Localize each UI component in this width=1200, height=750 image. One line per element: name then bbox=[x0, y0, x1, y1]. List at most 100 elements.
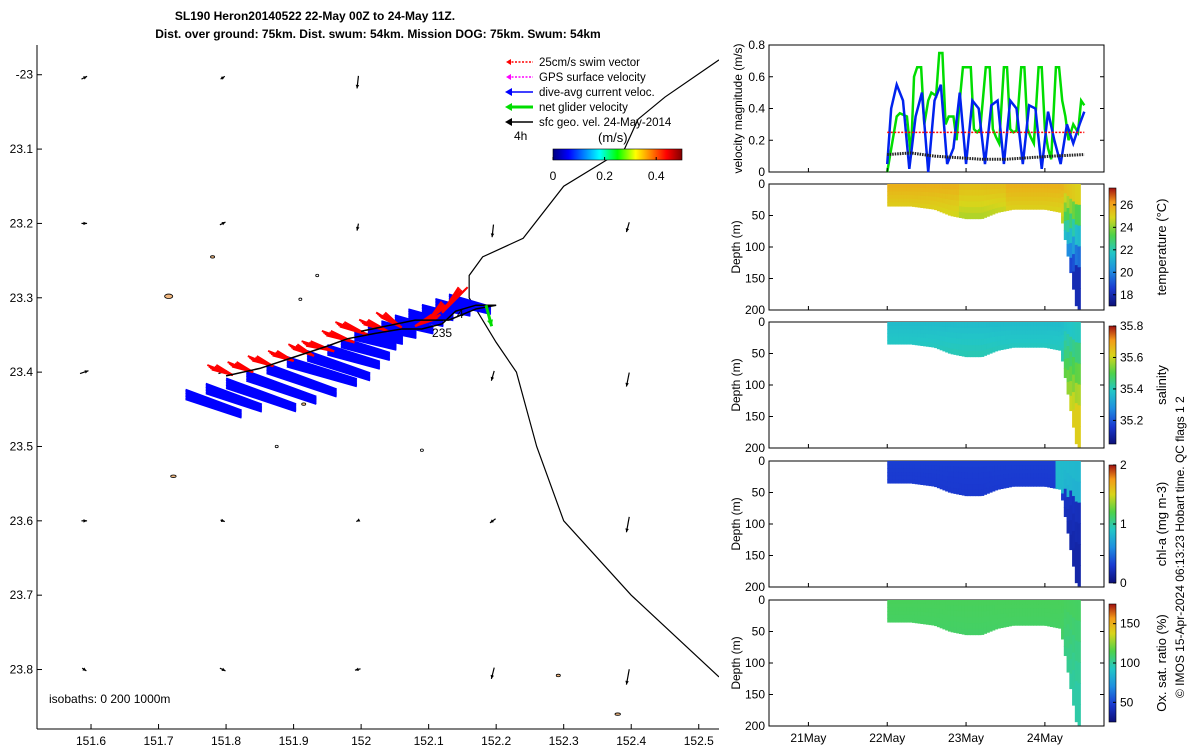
temperature-cell bbox=[889, 198, 894, 203]
oxygen-cell bbox=[981, 622, 985, 630]
chla-cell bbox=[920, 468, 924, 474]
current-vector bbox=[185, 398, 242, 419]
salinity-cell bbox=[925, 342, 930, 347]
current-vector bbox=[381, 321, 417, 334]
oxygen-cell bbox=[961, 605, 965, 612]
chla-cell bbox=[958, 483, 963, 490]
current-vector bbox=[327, 344, 381, 363]
salinity-cell bbox=[945, 332, 949, 338]
temperature-cell bbox=[942, 188, 946, 195]
salinity-cell bbox=[950, 337, 954, 344]
temperature-cell bbox=[923, 195, 927, 201]
salinity-cell bbox=[1022, 326, 1026, 331]
oxygen-cell bbox=[972, 628, 977, 636]
chla-cell bbox=[901, 475, 905, 480]
current-vector bbox=[225, 379, 297, 407]
oxygen-cell bbox=[1011, 616, 1015, 622]
temperature-cell bbox=[934, 201, 938, 206]
salinity-y-tick-label: 50 bbox=[752, 347, 766, 361]
oxygen-cell bbox=[1008, 608, 1012, 614]
chla-cell bbox=[928, 473, 932, 478]
temperature-cell bbox=[970, 195, 974, 202]
velocity-y-tick-label: 0 bbox=[758, 165, 765, 179]
salinity-cell bbox=[1000, 340, 1004, 346]
chla-cell bbox=[1055, 479, 1059, 485]
temperature-cell bbox=[945, 209, 949, 215]
salinity-cell bbox=[1005, 326, 1010, 332]
salinity-cell bbox=[1033, 338, 1037, 344]
temperature-cell bbox=[975, 207, 979, 214]
temperature-cell bbox=[1025, 192, 1029, 198]
chla-cell bbox=[895, 475, 899, 480]
time-tick-label: 22May bbox=[869, 731, 905, 745]
temperature-cell bbox=[898, 202, 902, 207]
oxygen-cell bbox=[972, 623, 977, 630]
salinity-cell bbox=[1030, 334, 1034, 340]
current-vector bbox=[354, 338, 397, 351]
salinity-cell bbox=[920, 329, 924, 335]
chla-cell bbox=[892, 464, 897, 469]
oxygen-cell bbox=[898, 603, 902, 608]
salinity-cell bbox=[1058, 340, 1062, 346]
temperature-cell bbox=[1008, 192, 1012, 198]
salinity-cell bbox=[1058, 336, 1062, 342]
temperature-cell bbox=[978, 184, 982, 191]
oxygen-cell bbox=[947, 600, 952, 606]
salinity-cell bbox=[997, 322, 1001, 328]
oxygen-cell bbox=[978, 611, 982, 618]
temperature-cell bbox=[912, 191, 916, 196]
oxygen-cell bbox=[925, 620, 930, 625]
temperature-cell bbox=[909, 187, 913, 192]
chla-cell bbox=[1033, 465, 1037, 470]
temperature-cell bbox=[967, 189, 971, 197]
salinity-cell bbox=[1022, 334, 1026, 340]
oxygen-cell bbox=[934, 621, 938, 627]
chla-cell bbox=[1008, 465, 1012, 471]
oxygen-cell bbox=[1014, 621, 1018, 626]
chla-cell bbox=[981, 478, 985, 485]
salinity-cell bbox=[958, 333, 963, 340]
geo-velocity-arrow-head bbox=[84, 370, 89, 374]
oxygen-cell bbox=[967, 617, 971, 624]
oxygen-cell bbox=[961, 622, 965, 629]
temperature-cell bbox=[925, 200, 930, 205]
temperature-cell bbox=[1047, 201, 1051, 207]
current-vector bbox=[225, 383, 297, 410]
salinity-cell bbox=[1077, 426, 1081, 448]
salinity-cell bbox=[889, 325, 894, 330]
time-tick-label: 23May bbox=[948, 731, 984, 745]
salinity-cell bbox=[903, 340, 908, 345]
salinity-cell bbox=[975, 327, 979, 335]
oxygen-cell bbox=[909, 607, 913, 612]
temperature-cell bbox=[1061, 184, 1065, 191]
chla-cell bbox=[975, 489, 979, 497]
temperature-cell bbox=[978, 207, 982, 214]
temperature-cell bbox=[901, 198, 905, 203]
oxygen-cell bbox=[889, 603, 894, 608]
salinity-cell bbox=[898, 322, 902, 327]
chla-cell bbox=[958, 461, 963, 468]
chla-y-label: Depth (m) bbox=[729, 497, 743, 550]
oxygen-cell bbox=[1074, 620, 1079, 642]
chla-cell bbox=[945, 461, 949, 467]
oxygen-cell bbox=[947, 610, 952, 617]
temperature-cell bbox=[986, 205, 990, 212]
salinity-cell bbox=[1003, 330, 1007, 336]
temperature-cell bbox=[1003, 188, 1007, 194]
temperature-cell bbox=[1005, 188, 1010, 194]
current-vector bbox=[185, 395, 242, 417]
oxygen-cell bbox=[956, 600, 960, 606]
current-vector bbox=[245, 374, 317, 402]
oxygen-cell bbox=[887, 611, 891, 616]
chla-cell bbox=[912, 472, 916, 477]
chla-cell bbox=[892, 468, 897, 473]
isobaths-label: isobaths: 0 200 1000m bbox=[49, 692, 170, 706]
oxygen-cell bbox=[1066, 636, 1070, 649]
current-vector bbox=[354, 335, 397, 349]
temperature-cell bbox=[1069, 198, 1073, 215]
chla-cell bbox=[1047, 482, 1051, 488]
temperature-cell bbox=[1011, 192, 1015, 198]
temperature-cell bbox=[889, 191, 894, 196]
salinity-cell bbox=[972, 327, 977, 335]
temperature-cell bbox=[950, 205, 954, 212]
